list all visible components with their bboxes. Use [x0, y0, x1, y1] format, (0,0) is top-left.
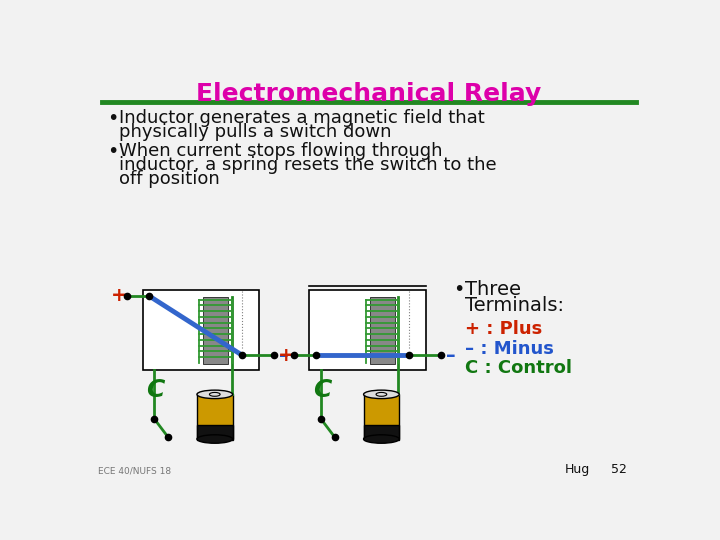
Text: 52: 52 [611, 463, 626, 476]
Ellipse shape [210, 393, 220, 396]
Text: –: – [446, 346, 455, 365]
Text: •: • [107, 142, 118, 161]
Text: Hug: Hug [564, 463, 590, 476]
Text: Inductor generates a magnetic field that: Inductor generates a magnetic field that [120, 110, 485, 127]
Text: physically pulls a switch down: physically pulls a switch down [120, 123, 392, 141]
Ellipse shape [364, 435, 399, 443]
Text: + : Plus: + : Plus [465, 320, 542, 339]
Text: +: + [111, 286, 127, 305]
Ellipse shape [197, 435, 233, 443]
Text: +: + [278, 346, 294, 365]
Text: –: – [279, 346, 289, 365]
Text: C: C [147, 378, 165, 402]
Text: Electromechanical Relay: Electromechanical Relay [197, 82, 541, 106]
Bar [197, 394, 233, 439]
Text: •: • [107, 110, 118, 129]
Text: inductor, a spring resets the switch to the: inductor, a spring resets the switch to … [120, 156, 497, 174]
Text: C : Control: C : Control [465, 359, 572, 377]
Text: ECE 40/NUFS 18: ECE 40/NUFS 18 [98, 467, 171, 476]
Text: – : Minus: – : Minus [465, 340, 554, 357]
Bar [310, 289, 426, 370]
Ellipse shape [364, 390, 399, 399]
Text: When current stops flowing through: When current stops flowing through [120, 142, 443, 160]
Bar [364, 425, 399, 440]
Text: Three: Three [465, 280, 521, 299]
Bar [370, 298, 395, 364]
Ellipse shape [376, 393, 387, 396]
Text: C: C [313, 378, 332, 402]
Bar [143, 289, 259, 370]
Text: off position: off position [120, 170, 220, 187]
Bar [364, 394, 399, 439]
Bar [203, 298, 228, 364]
Ellipse shape [197, 390, 233, 399]
Bar [197, 425, 233, 440]
Text: •: • [453, 280, 464, 299]
Text: Terminals:: Terminals: [465, 296, 564, 315]
